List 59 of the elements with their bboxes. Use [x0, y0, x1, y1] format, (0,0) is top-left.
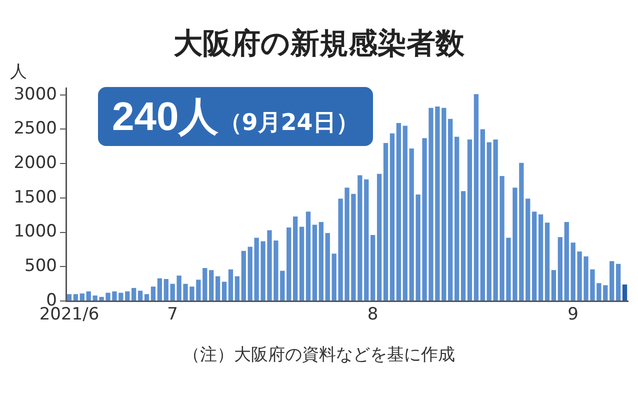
y-tick-label: 2500 [14, 118, 57, 139]
bar [467, 140, 472, 300]
bar [390, 133, 395, 300]
bar [209, 270, 214, 300]
bar [164, 279, 168, 300]
bar [474, 94, 479, 300]
bar [228, 269, 234, 300]
chart-title: 大阪府の新規感染者数 [174, 26, 464, 60]
bar [454, 136, 460, 300]
bar [132, 288, 136, 300]
y-tick-label: 500 [24, 256, 57, 276]
bar [364, 179, 369, 300]
bar [383, 142, 388, 300]
y-axis-title: 人 [10, 61, 27, 83]
bar [370, 235, 376, 300]
x-tick-label: 8 [367, 304, 378, 325]
annotation: 240人（9月24日） [112, 95, 359, 139]
bar [144, 294, 150, 300]
bar [80, 293, 84, 300]
bar [73, 294, 78, 300]
bar [376, 174, 382, 300]
bar [616, 264, 621, 300]
bar [532, 212, 537, 300]
bar [222, 282, 227, 300]
bar [448, 118, 453, 300]
bar [286, 227, 292, 300]
bar [460, 191, 466, 300]
bar [318, 222, 324, 300]
bar [544, 222, 550, 300]
y-tick-label: 1000 [14, 222, 57, 242]
text: （注）大阪府の資料などを基に作成 [182, 344, 456, 366]
bar [396, 123, 402, 300]
bar [138, 290, 143, 300]
bar [150, 286, 156, 300]
y-tick-label: 1500 [14, 187, 57, 208]
bar [526, 198, 530, 300]
x-tick-label: 9 [568, 304, 579, 325]
bar [215, 276, 220, 300]
bar [480, 129, 485, 300]
bar [157, 278, 162, 300]
bar [292, 216, 298, 300]
bar [299, 226, 304, 300]
y-tick-label: 3000 [14, 84, 57, 104]
bar [538, 214, 544, 300]
x-tick-label: 7 [167, 304, 178, 325]
bar [66, 294, 72, 300]
bar [125, 291, 130, 300]
bar [610, 261, 614, 300]
bar [234, 276, 240, 300]
bar [241, 250, 246, 300]
bar [402, 126, 408, 300]
bar [564, 222, 569, 300]
bar [551, 270, 556, 300]
bar [325, 232, 330, 300]
bar [558, 237, 562, 300]
y-tick-label: 2000 [14, 153, 57, 174]
bar [306, 212, 311, 300]
bar [622, 284, 628, 300]
bar [312, 224, 318, 300]
